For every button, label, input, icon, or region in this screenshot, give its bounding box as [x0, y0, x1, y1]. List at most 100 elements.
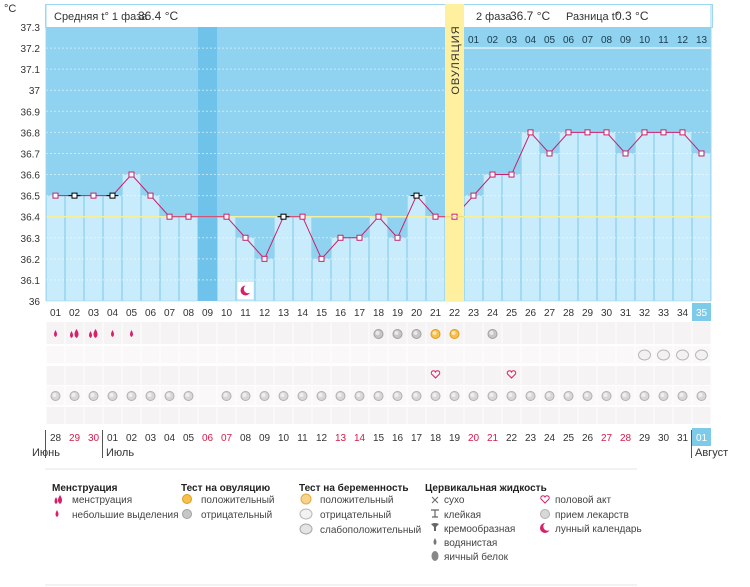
symbol-cell	[103, 366, 122, 385]
spotting-drop-icon	[130, 330, 133, 337]
temperature-point	[508, 171, 515, 178]
phase2-label: 2 фаза	[476, 11, 512, 23]
symbol-cell	[179, 346, 198, 363]
symbol-cell	[198, 386, 217, 405]
ovulation-negative-icon-shine	[413, 331, 418, 335]
cycle-day-label: 07	[164, 308, 176, 319]
medication-icon-shine	[356, 393, 361, 397]
symbol-cell	[540, 366, 559, 385]
cycle-day-label: 08	[183, 308, 195, 319]
symbol-cell	[84, 346, 103, 363]
legend-intercourse-icon	[540, 495, 550, 504]
temperature-bar	[350, 237, 369, 302]
menstruation-drop-icon	[70, 331, 73, 338]
cycle-day-label: 26	[525, 308, 537, 319]
pregnancy-negative-icon	[657, 349, 670, 361]
calendar-date: 18	[430, 433, 442, 444]
calendar-date: 28	[50, 433, 62, 444]
phase1-label: Средняя t° 1 фаза	[54, 11, 148, 23]
symbol-cell	[445, 366, 464, 385]
symbol-cell	[160, 322, 179, 344]
legend-item: кремообразная	[444, 523, 515, 535]
spotting-drop-icon	[111, 330, 114, 337]
cycle-day-label: 28	[563, 308, 575, 319]
calendar-date: 10	[278, 433, 290, 444]
legend-medication-icon	[540, 509, 550, 519]
temperature-point	[185, 213, 192, 220]
moon-icon-cut	[243, 284, 253, 294]
no-measurement-day	[198, 27, 217, 301]
symbol-cell	[160, 346, 179, 363]
y-tick-label: 37.2	[21, 44, 41, 55]
calendar-date: 01	[107, 433, 119, 444]
cycle-day-label: 15	[316, 308, 328, 319]
symbol-cell	[616, 322, 635, 344]
medication-icon-shine	[698, 393, 703, 397]
symbol-cell	[578, 322, 597, 344]
symbol-cell	[84, 366, 103, 385]
ovulation-band: ОВУЛЯЦИЯ 01 02 03 04 05 06 07 08 09 10 11 12 13	[445, 4, 711, 301]
medication-icon-shine	[584, 393, 589, 397]
medication-icon-shine	[470, 393, 475, 397]
medication-icon-shine	[679, 393, 684, 397]
y-tick-label: 36.6	[21, 171, 41, 182]
cycle-day-label: 21	[430, 308, 442, 319]
ovulation-positive-icon-shine	[451, 331, 456, 335]
symbol-cell	[369, 366, 388, 385]
medication-icon-shine	[603, 393, 608, 397]
symbol-cell	[597, 407, 616, 424]
medication-icon-shine	[147, 393, 152, 397]
cycle-day-label: 01	[50, 308, 62, 319]
symbol-cell	[578, 366, 597, 385]
legend-pregnancy-positive-icon	[300, 493, 312, 505]
temperature-point	[147, 192, 154, 199]
temperature-point	[470, 192, 477, 199]
ovulation-positive-icon-shine	[432, 331, 437, 335]
calendar-date: 25	[563, 433, 575, 444]
temperature-bar	[46, 195, 65, 302]
unit-label: °C	[4, 3, 16, 15]
symbol-cell	[312, 366, 331, 385]
phase2-day-label: 12	[677, 35, 689, 46]
temperature-point	[71, 192, 78, 199]
legend-spotting-icon	[55, 510, 59, 517]
temperature-point	[641, 129, 648, 136]
symbol-cell	[103, 407, 122, 424]
legend-item: половой акт	[555, 495, 611, 506]
temperature-point	[565, 129, 572, 136]
spotting-drop-icon	[54, 330, 57, 337]
legend-ovulation-negative-icon	[182, 509, 192, 519]
symbol-cell	[540, 322, 559, 344]
legend-title: Менструация	[52, 483, 118, 494]
symbol-cell	[388, 366, 407, 385]
medication-icon-shine	[565, 393, 570, 397]
symbol-cell	[122, 366, 141, 385]
current-day-cell	[692, 303, 711, 321]
symbol-grid	[46, 322, 711, 424]
symbol-cell	[426, 366, 445, 385]
symbol-cell	[578, 407, 597, 424]
phase2-day-label: 09	[620, 35, 632, 46]
temperature-point	[698, 150, 705, 157]
calendar-date: 30	[88, 433, 100, 444]
x-axis: 01 02 03 04 05 06 07 08 09 10 11 12 13 14 15 16 17 18 19 20…	[50, 303, 711, 321]
symbol-cell	[502, 322, 521, 344]
temperature-point	[356, 234, 363, 241]
intercourse-heart-icon	[430, 370, 441, 379]
ovulation-label: ОВУЛЯЦИЯ	[450, 25, 462, 94]
medication-icon-shine	[128, 393, 133, 397]
legend-ovulation-positive-icon	[182, 494, 192, 504]
temperature-point	[584, 129, 591, 136]
symbol-cell	[540, 407, 559, 424]
cycle-day-label: 13	[278, 308, 290, 319]
temperature-point	[223, 213, 230, 220]
symbol-cell	[635, 407, 654, 424]
symbol-cell	[331, 322, 350, 344]
temperature-point	[109, 192, 116, 199]
temperature-point	[337, 234, 344, 241]
cycle-day-label: 33	[658, 308, 670, 319]
phase2-day-label: 04	[525, 35, 537, 46]
symbol-cell	[540, 346, 559, 363]
symbol-cell	[426, 346, 445, 363]
legend-title: Тест на беременность	[299, 482, 409, 494]
